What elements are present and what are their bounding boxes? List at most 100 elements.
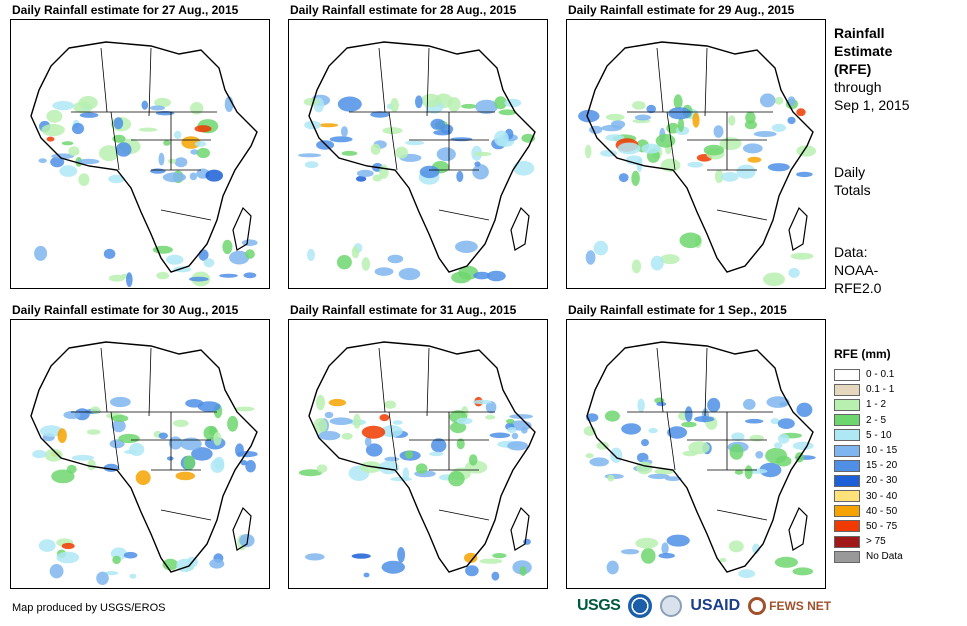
country-borders [627,347,773,521]
rainfall-patch [585,250,596,265]
panel-title-6: Daily Rainfall estimate for 1 Sep., 2015 [568,303,787,317]
rainfall-patch [168,158,177,164]
rainfall-patch [450,137,473,142]
rainfall-patch [87,459,96,471]
rainfall-patch [154,97,172,108]
rainfall-patch [634,114,651,121]
africa-coastline [586,41,814,273]
rainfall-patch [356,169,374,177]
rainfall-patch [486,270,506,282]
rainfall-patch [109,439,125,449]
rainfall-patch [511,432,519,440]
rainfall-patch [666,534,690,547]
rainfall-patch [118,433,140,444]
legend-swatch [834,429,860,442]
panel-title-4: Daily Rainfall estimate for 30 Aug., 201… [12,303,239,317]
rainfall-patch [324,411,334,419]
rainfall-patch [455,240,478,253]
rainfall-patch [604,410,620,422]
legend-title: RFE (mm) [834,347,891,361]
rainfall-patch [46,136,55,142]
madagascar-outline [510,206,530,251]
rainfall-patch [742,143,763,154]
rainfall-patch [507,427,517,433]
rainfall-patch [41,123,65,137]
rainfall-patch [364,436,372,447]
rainfall-patch [303,98,319,106]
africa-coastline [30,41,258,273]
rainfall-patch [694,416,715,423]
rainfall-patch [472,399,492,405]
panel-title-1: Daily Rainfall estimate for 27 Aug., 201… [12,3,239,17]
rainfall-patch [734,469,744,475]
rainfall-patch [304,161,319,169]
partner-logos: USGS USAID FEWS NET [577,594,831,618]
rainfall-patch [641,548,656,564]
rainfall-patch [747,156,762,163]
rainfall-patch [631,259,642,274]
rainfall-patch [129,443,145,456]
rainfall-patch [752,543,760,554]
rainfall-patch [363,572,370,578]
rainfall-patch [494,130,509,147]
rainfall-patch [213,432,222,446]
rainfall-patch [744,465,753,480]
panel-title-3: Daily Rainfall estimate for 29 Aug., 201… [568,3,795,17]
rainfall-patch [180,437,202,451]
rainfall-patch [381,560,405,574]
legend-label: 15 - 20 [866,460,898,472]
rainfall-patch [788,267,800,278]
rainfall-patch [173,419,189,427]
rainfall-patch [337,96,362,112]
rainfall-patch [78,173,90,187]
rainfall-patch [79,112,99,118]
rainfall-patch [775,455,792,467]
rainfall-patch [731,432,745,441]
rainfall-patch [194,125,212,133]
legend-label: 40 - 50 [866,505,898,517]
rainfall-patch [351,553,371,559]
usaid-logo: USAID [690,597,741,614]
rainfall-patch [156,271,170,280]
heading-line-2: Estimate [834,43,893,59]
rainfall-patch [149,105,165,111]
rainfall-patch [688,441,710,455]
totals-note: Daily Totals [834,163,871,199]
madagascar-outline [788,506,808,551]
rainfall-patch [245,460,256,473]
legend-label: 30 - 40 [866,490,898,502]
rainfall-patch [610,447,623,463]
rainfall-patch [513,161,535,176]
rainfall-patch [774,442,783,449]
rainfall-patch [49,564,64,579]
rainfall-patch [584,144,592,159]
rainfall-patch [456,417,473,425]
rainfall-patch [621,423,641,435]
rainfall-patch [115,142,132,157]
rainfall-patch [99,145,119,162]
rainfall-patch [461,103,477,109]
rainfall-patch [473,271,491,280]
rainfall-patch [190,149,199,155]
rainfall-patch [472,164,489,180]
rainfall-patch [38,539,56,552]
rainfall-patch [370,143,381,155]
rainfall-patch [392,420,403,425]
rainfall-patch [341,432,353,440]
rainfall-patch [32,450,47,459]
rainfall-patch [678,117,684,132]
rainfall-patch [379,164,389,179]
rainfall-patch [372,174,383,182]
africa-map-drawing [30,41,258,287]
rainfall-patch [222,239,233,255]
rainfall-patch [402,467,410,482]
rainfall-patch [395,146,408,159]
rainfall-patch [181,136,201,149]
rainfall-patch [420,93,442,108]
rainfall-patch [618,173,629,183]
rainfall-patch [78,96,98,110]
rainfall-patch [589,457,609,467]
rainfall-patch [578,109,600,123]
legend-swatch [834,520,860,533]
rainfall-patch [664,476,682,481]
